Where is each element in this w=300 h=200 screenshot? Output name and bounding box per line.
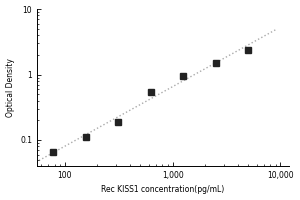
Y-axis label: Optical Density: Optical Density (6, 58, 15, 117)
X-axis label: Rec KISS1 concentration(pg/mL): Rec KISS1 concentration(pg/mL) (101, 185, 225, 194)
